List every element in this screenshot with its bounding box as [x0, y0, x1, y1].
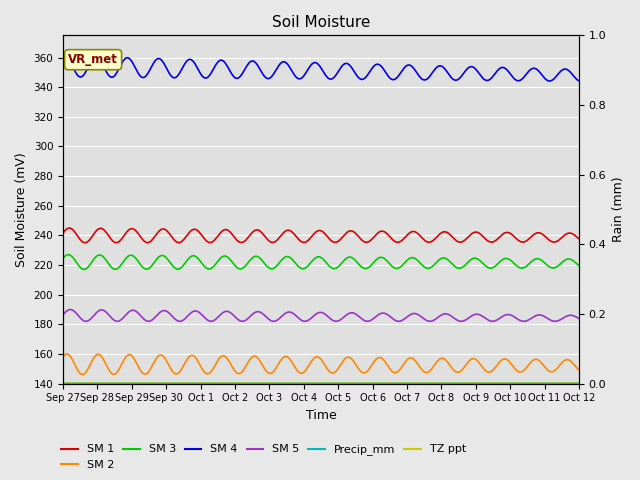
- Title: Soil Moisture: Soil Moisture: [272, 15, 370, 30]
- SM 2: [575, 367, 583, 373]
- SM 2: [63, 351, 70, 357]
- Text: VR_met: VR_met: [68, 53, 118, 66]
- X-axis label: Time: Time: [306, 409, 337, 422]
- SM 2: [100, 357, 108, 363]
- SM 4: [99, 63, 107, 69]
- SM 4: [289, 70, 297, 75]
- Line: SM 3: SM 3: [63, 255, 579, 269]
- SM 1: [279, 231, 287, 237]
- SM 3: [299, 266, 307, 272]
- SM 1: [81, 240, 89, 246]
- Precip_mm: [59, 381, 67, 386]
- TZ ppt: [120, 380, 128, 386]
- TZ ppt: [59, 380, 67, 386]
- SM 3: [353, 260, 361, 265]
- Precip_mm: [575, 381, 583, 386]
- SM 5: [99, 307, 107, 313]
- SM 4: [278, 59, 286, 65]
- SM 5: [289, 311, 297, 316]
- SM 3: [289, 258, 297, 264]
- SM 3: [65, 252, 72, 258]
- TZ ppt: [353, 380, 360, 386]
- Precip_mm: [99, 381, 107, 386]
- SM 1: [575, 236, 583, 242]
- Precip_mm: [120, 381, 128, 386]
- TZ ppt: [289, 380, 296, 386]
- SM 1: [59, 230, 67, 236]
- Precip_mm: [298, 381, 306, 386]
- SM 2: [121, 356, 129, 361]
- SM 5: [278, 313, 286, 319]
- Line: SM 2: SM 2: [63, 354, 579, 374]
- SM 3: [100, 254, 108, 260]
- TZ ppt: [278, 380, 286, 386]
- SM 2: [79, 372, 86, 377]
- SM 5: [353, 312, 361, 318]
- SM 4: [61, 53, 68, 59]
- SM 1: [100, 227, 108, 232]
- SM 3: [575, 263, 583, 268]
- SM 2: [59, 354, 67, 360]
- Y-axis label: Soil Moisture (mV): Soil Moisture (mV): [15, 152, 28, 267]
- SM 1: [299, 240, 307, 245]
- SM 3: [80, 266, 88, 272]
- TZ ppt: [99, 380, 107, 386]
- SM 5: [59, 312, 67, 318]
- SM 5: [67, 307, 74, 312]
- SM 5: [120, 314, 128, 320]
- SM 1: [65, 225, 73, 231]
- Line: SM 1: SM 1: [63, 228, 579, 243]
- SM 4: [120, 57, 128, 62]
- SM 1: [353, 232, 361, 238]
- Precip_mm: [353, 381, 360, 386]
- Line: SM 4: SM 4: [63, 56, 579, 81]
- TZ ppt: [298, 380, 306, 386]
- SM 5: [298, 318, 306, 324]
- SM 5: [426, 318, 434, 324]
- SM 5: [575, 316, 583, 322]
- SM 3: [121, 257, 129, 263]
- SM 1: [121, 232, 129, 238]
- SM 4: [298, 75, 306, 81]
- SM 4: [59, 54, 67, 60]
- Y-axis label: Rain (mm): Rain (mm): [612, 177, 625, 242]
- SM 1: [289, 230, 297, 236]
- SM 2: [279, 355, 287, 361]
- Precip_mm: [289, 381, 296, 386]
- Precip_mm: [278, 381, 286, 386]
- SM 3: [279, 256, 287, 262]
- SM 3: [59, 255, 67, 261]
- Legend: SM 1, SM 2, SM 3, SM 4, SM 5, Precip_mm, TZ ppt: SM 1, SM 2, SM 3, SM 4, SM 5, Precip_mm,…: [57, 440, 470, 474]
- SM 4: [546, 78, 554, 84]
- SM 2: [299, 370, 307, 376]
- SM 2: [289, 361, 297, 367]
- SM 4: [353, 73, 361, 79]
- SM 2: [353, 364, 361, 370]
- Line: SM 5: SM 5: [63, 310, 579, 321]
- TZ ppt: [575, 380, 583, 386]
- SM 4: [575, 78, 583, 84]
